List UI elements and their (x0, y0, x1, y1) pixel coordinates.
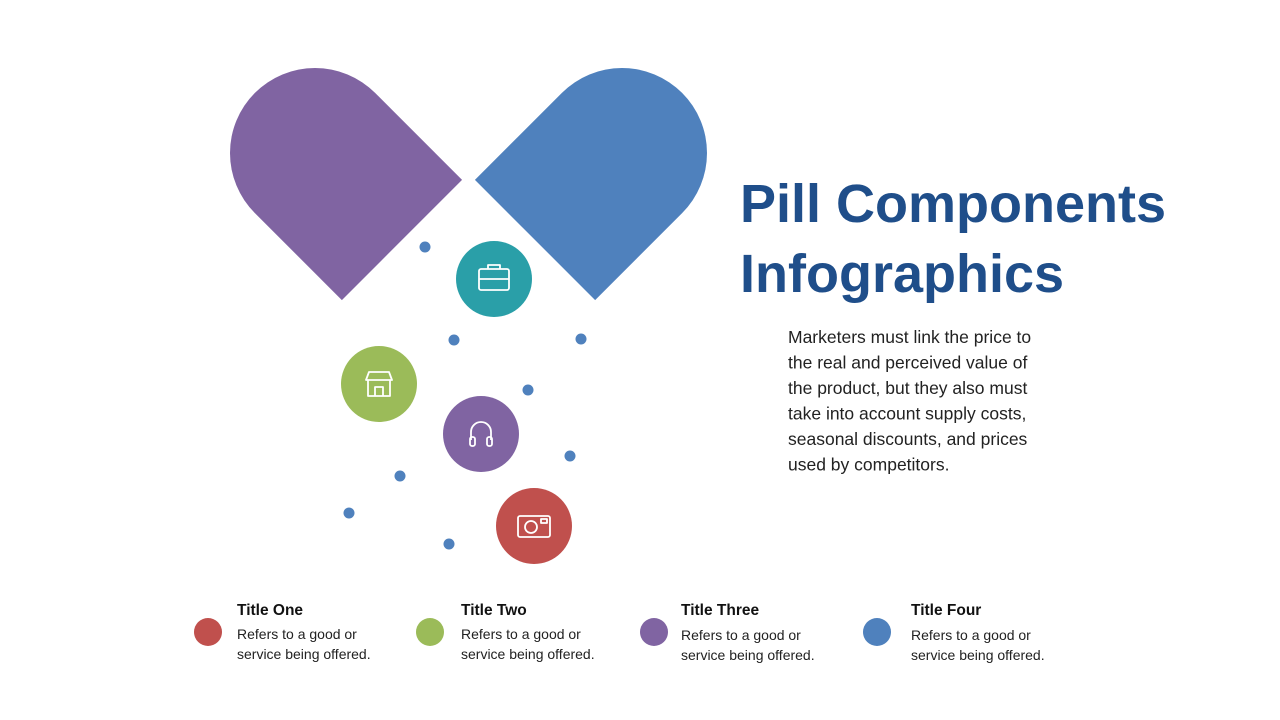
icon-store (341, 346, 417, 422)
item-text: service being offered. (681, 647, 815, 663)
body-line: the product, but they also must (788, 378, 1027, 398)
body-line: take into account supply costs, (788, 404, 1026, 424)
body-text: Marketers must link the price to the rea… (788, 327, 1031, 475)
body-line: the real and perceived value of (788, 353, 1027, 373)
legend-item: Title Four Refers to a good or service b… (863, 602, 1045, 663)
item-text: service being offered. (237, 646, 371, 662)
legend-item: Title Three Refers to a good or service … (640, 602, 815, 663)
title-line: Pill Components (740, 174, 1166, 234)
item-text: Refers to a good or (237, 626, 357, 642)
item-title: Title Two (461, 602, 527, 619)
legend-item: Title One Refers to a good or service be… (194, 602, 371, 662)
item-title: Title Three (681, 602, 759, 619)
item-title: Title Four (911, 602, 981, 619)
item-text: Refers to a good or (681, 627, 801, 643)
item-title: Title One (237, 602, 303, 619)
item-text: service being offered. (911, 647, 1045, 663)
icon-briefcase (456, 241, 532, 317)
legend-item: Title Two Refers to a good or service be… (416, 602, 595, 662)
title-line: Infographics (740, 244, 1064, 304)
item-text: Refers to a good or (911, 627, 1031, 643)
body-line: Marketers must link the price to (788, 327, 1031, 347)
icon-camera (496, 488, 572, 564)
item-text: Refers to a good or (461, 626, 581, 642)
dots (343, 241, 587, 550)
body-line: used by competitors. (788, 455, 949, 475)
body-line: seasonal discounts, and prices (788, 429, 1028, 449)
pill-half-left (230, 68, 463, 301)
icon-headphones (443, 396, 519, 472)
pill-half-right (474, 68, 707, 301)
item-text: service being offered. (461, 646, 595, 662)
